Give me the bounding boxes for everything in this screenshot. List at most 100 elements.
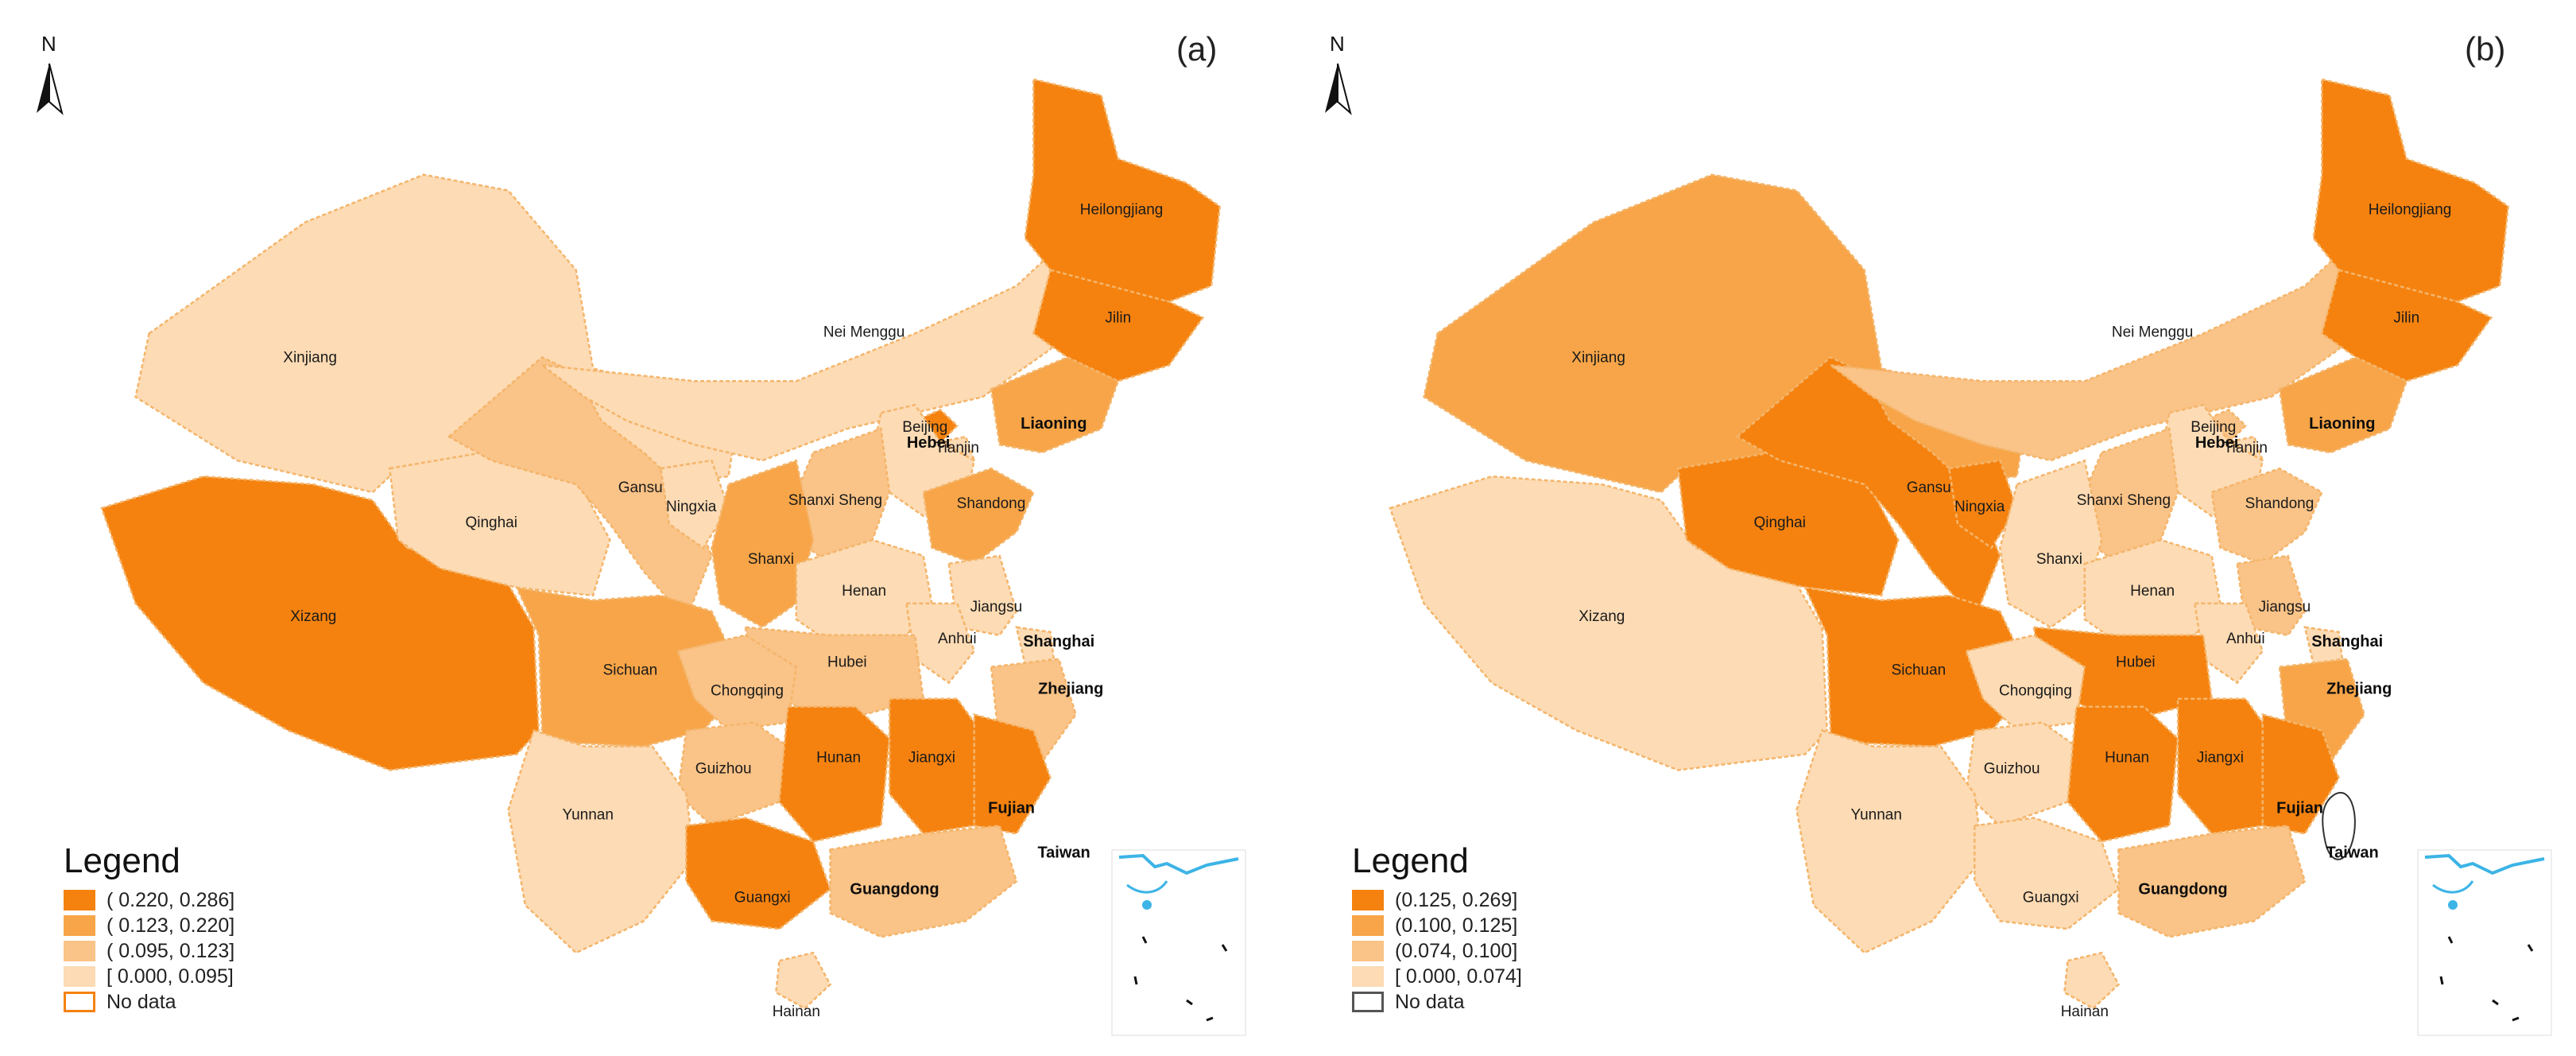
province-guangdong xyxy=(829,825,1018,938)
province-label-fujian: Fujian xyxy=(988,800,1035,817)
province-fujian xyxy=(2261,712,2340,835)
province-label-shanghai: Shanghai xyxy=(2311,633,2383,650)
province-qinghai xyxy=(388,451,611,597)
province-label-heilongjiang: Heilongjiang xyxy=(1080,202,1164,219)
province-label-jiangsu: Jiangsu xyxy=(2259,599,2311,615)
province-label-heilongjiang: Heilongjiang xyxy=(2369,202,2452,219)
legend-swatch xyxy=(1352,992,1384,1012)
province-henan xyxy=(795,538,933,645)
province-hunan xyxy=(2067,705,2179,843)
legend-item: [ 0.000, 0.074] xyxy=(1352,964,1522,989)
province-label-jilin: Jilin xyxy=(1105,309,1131,326)
panel-label: (a) xyxy=(1176,30,1218,68)
province-label-guizhou: Guizhou xyxy=(1984,761,2040,778)
province-sichuan xyxy=(514,586,747,747)
province-label-shanxi: Shanxi xyxy=(2036,551,2082,568)
province-label-guangxi: Guangxi xyxy=(2023,889,2079,906)
province-label-chongqing: Chongqing xyxy=(1999,683,2072,700)
legend-item: ( 0.123, 0.220] xyxy=(64,913,234,938)
province-liaoning xyxy=(990,355,1120,454)
province-label-tianjin: Tianjin xyxy=(935,440,979,456)
province-label-qinghai: Qinghai xyxy=(465,514,517,531)
legend-swatch xyxy=(1352,966,1384,987)
province-label-ningxia: Ningxia xyxy=(1954,499,2005,515)
province-label-shandong: Shandong xyxy=(2245,495,2315,512)
legend-swatch xyxy=(64,941,95,961)
province-label-hebei: Hebei xyxy=(2195,434,2238,452)
province-guangdong xyxy=(2117,825,2307,938)
province-xizang xyxy=(1389,475,1829,771)
legend-label: No data xyxy=(107,990,176,1013)
province-label-anhui: Anhui xyxy=(2226,631,2265,647)
province-guangxi xyxy=(685,817,831,930)
legend-label: (0.125, 0.269] xyxy=(1395,888,1518,911)
legend-label: [ 0.000, 0.095] xyxy=(107,965,234,988)
province-hunan xyxy=(778,705,891,843)
legend-item: (0.100, 0.125] xyxy=(1352,913,1522,938)
province-label-shanxi-sheng: Shanxi Sheng xyxy=(788,492,882,509)
legend-swatch xyxy=(1352,941,1384,961)
legend-swatch xyxy=(64,915,95,936)
province-label-henan: Henan xyxy=(2130,583,2175,600)
province-label-hainan: Hainan xyxy=(2061,1004,2109,1020)
province-label-shanxi: Shanxi xyxy=(748,551,794,568)
legend-label: (0.100, 0.125] xyxy=(1395,914,1518,937)
province-yunnan xyxy=(1795,729,1985,954)
legend-title: Legend xyxy=(1352,841,1469,880)
legend-label: ( 0.123, 0.220] xyxy=(107,914,235,937)
province-label-beijing: Beijing xyxy=(902,419,947,436)
province-label-hubei: Hubei xyxy=(827,654,867,671)
province-label-xinjiang: Xinjiang xyxy=(1571,349,1625,366)
province-yunnan xyxy=(507,729,696,954)
province-label-nei-menggu: Nei Menggu xyxy=(823,324,905,340)
province-label-guangdong: Guangdong xyxy=(2138,880,2227,898)
province-nei-menggu xyxy=(1826,219,2374,462)
legend-label: No data xyxy=(1395,990,1465,1013)
province-shandong xyxy=(2210,467,2323,565)
province-xinjiang xyxy=(134,173,738,502)
province-label-jiangxi: Jiangxi xyxy=(2197,750,2244,767)
province-label-hunan: Hunan xyxy=(2105,750,2149,767)
province-jilin xyxy=(1032,268,1205,382)
province-label-jiangxi: Jiangxi xyxy=(908,750,955,767)
province-shanxi xyxy=(1999,459,2103,629)
province-fujian xyxy=(973,712,1052,835)
province-label-anhui: Anhui xyxy=(938,631,977,647)
province-shanghai xyxy=(2303,626,2344,666)
province-label-tianjin: Tianjin xyxy=(2224,440,2268,456)
province-label-hunan: Hunan xyxy=(816,750,861,767)
province-ningxia xyxy=(659,459,730,549)
province-label-yunnan: Yunnan xyxy=(562,806,613,823)
legend-title: Legend xyxy=(64,841,180,880)
north-arrow-icon: N xyxy=(17,24,81,127)
map-panel-a: Xinjiang Xizang Qinghai Gansu Nei Menggu Heil… xyxy=(0,0,1246,1036)
legend-item: (0.074, 0.100] xyxy=(1352,938,1522,964)
province-shandong xyxy=(922,467,1035,565)
legend-item: No data xyxy=(64,989,234,1015)
province-hainan xyxy=(2063,951,2121,1010)
province-label-chongqing: Chongqing xyxy=(711,683,784,700)
province-label-xinjiang: Xinjiang xyxy=(283,349,337,366)
legend-label: (0.074, 0.100] xyxy=(1395,939,1518,962)
province-label-gansu: Gansu xyxy=(618,479,663,496)
north-label: N xyxy=(1330,32,1345,56)
province-label-taiwan: Taiwan xyxy=(2326,844,2378,861)
province-guangxi xyxy=(1974,817,2120,930)
province-label-gansu: Gansu xyxy=(1907,479,1951,496)
province-label-hebei: Hebei xyxy=(907,434,950,452)
province-label-shanghai: Shanghai xyxy=(1023,633,1094,650)
province-label-xizang: Xizang xyxy=(290,608,336,625)
province-label-xizang: Xizang xyxy=(1579,608,1625,625)
legend: Legend ( 0.220, 0.286] ( 0.123, 0.220]( 0.… xyxy=(64,841,234,1015)
province-xinjiang xyxy=(1423,173,2027,502)
province-label-shanxi-sheng: Shanxi Sheng xyxy=(2077,492,2171,509)
province-label-hubei: Hubei xyxy=(2116,654,2156,671)
province-label-liaoning: Liaoning xyxy=(1021,415,1087,433)
province-ningxia xyxy=(1947,459,2018,549)
province-label-zhejiang: Zhejiang xyxy=(2326,681,2392,698)
province-nei-menggu xyxy=(538,219,1086,462)
province-xizang xyxy=(100,475,540,771)
province-label-liaoning: Liaoning xyxy=(2309,415,2375,433)
province-label-jilin: Jilin xyxy=(2393,309,2419,326)
south-china-sea-inset xyxy=(1111,849,1246,1036)
